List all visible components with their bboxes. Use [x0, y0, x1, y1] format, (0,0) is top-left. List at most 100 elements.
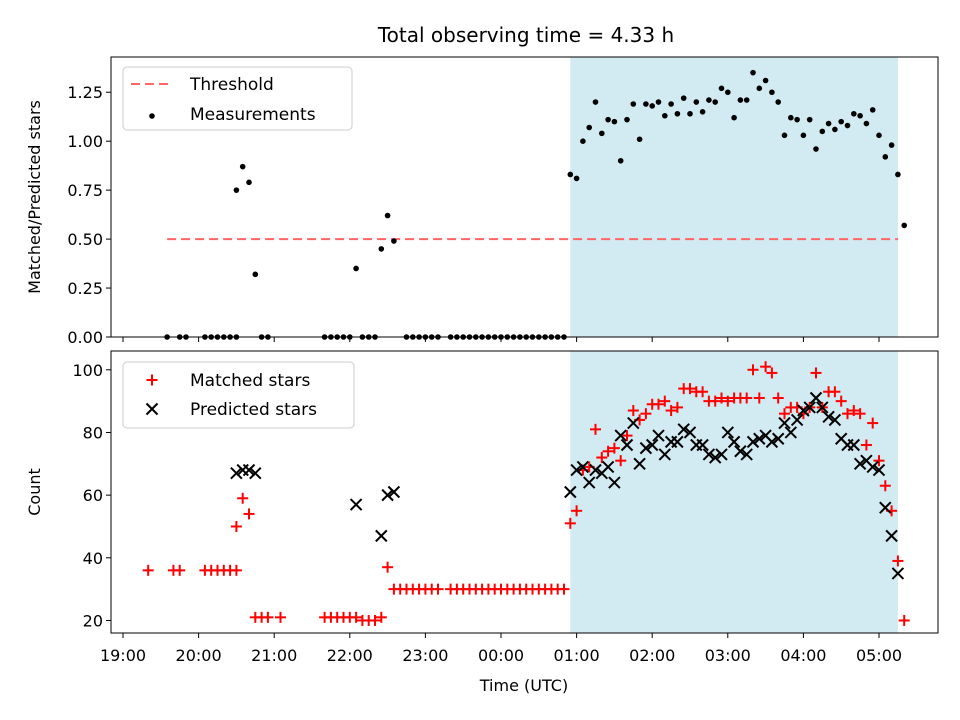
measurement-point [725, 89, 731, 96]
matched-star-point [879, 480, 891, 492]
measurement-point [806, 116, 813, 123]
x-d2 [797, 404, 810, 417]
x-d2 [576, 460, 590, 474]
predicted-star-point [778, 416, 791, 430]
x-d2 [885, 529, 898, 543]
measurement-point [869, 107, 876, 113]
measurement-point [567, 171, 574, 178]
matched-star-point [375, 611, 387, 623]
matched-star-point [350, 611, 362, 623]
measurement-point [378, 246, 385, 252]
x-d2 [828, 413, 842, 427]
matched-star-point [835, 395, 847, 407]
predicted-star-point [853, 457, 867, 471]
measurement-point [655, 99, 662, 105]
x-d2 [601, 460, 615, 474]
predicted-star-point [734, 445, 747, 458]
x-d2 [702, 448, 716, 461]
predicted-star-point [866, 460, 879, 474]
matched-star-point [653, 398, 664, 410]
predicted-star-point [230, 466, 243, 480]
measurement-point [895, 171, 901, 178]
legend-predicted-label: Predicted stars [190, 400, 317, 420]
measurement-point [712, 99, 718, 105]
matched-star-point [275, 611, 286, 623]
legend-box [122, 361, 355, 429]
y-tick-label: 0.00 [67, 328, 103, 347]
predicted-star-point [828, 413, 842, 427]
y-tick-label: 1.25 [67, 83, 103, 102]
measurement-point [794, 116, 800, 123]
x-d2 [759, 429, 772, 442]
measurement-point [687, 110, 693, 117]
matched-star-point [766, 367, 778, 379]
matched-star-point [860, 439, 872, 451]
predicted-star-point [249, 466, 262, 480]
predicted-star-point [885, 529, 898, 543]
predicted-star-point [765, 435, 779, 449]
y-axis-label: Matched/Predicted stars [25, 100, 44, 294]
x-d2 [652, 429, 665, 442]
x-tick-label: 02:00 [629, 646, 675, 665]
x-tick-label: 00:00 [478, 646, 524, 665]
x-d2 [387, 485, 401, 499]
measurement-point [756, 85, 763, 92]
x-d2 [771, 432, 785, 445]
measurement-point [832, 126, 838, 133]
x-d2 [633, 457, 646, 471]
predicted-star-point [381, 488, 394, 502]
matched-star-point [671, 401, 683, 413]
measurement-point [775, 99, 781, 105]
measurement-point [636, 136, 643, 143]
predicted-star-point [753, 432, 766, 445]
predicted-star-point [576, 460, 590, 474]
matched-star-point [564, 517, 576, 529]
matched-star-point [608, 442, 620, 454]
matched-star-point [867, 417, 879, 429]
matched-star-point [590, 423, 601, 435]
measurement-point [668, 101, 674, 107]
matched-star-point [615, 455, 627, 467]
legend: Matched stars Predicted stars [122, 361, 355, 429]
matched-star-point [760, 361, 772, 373]
predicted-star-point [614, 429, 627, 442]
matched-star-point [810, 367, 822, 379]
matched-star-point [665, 405, 677, 417]
x-d2 [671, 435, 684, 449]
measurement-point [750, 69, 756, 76]
x-tick-label: 05:00 [856, 646, 902, 665]
x-tick-label: 19:00 [100, 646, 146, 665]
predicted-star-point [633, 457, 646, 471]
measurement-point [611, 118, 618, 125]
matched-star-point [142, 564, 154, 576]
matched-star-point [842, 408, 853, 420]
predicted-star-point [721, 426, 735, 439]
matched-star-point [262, 611, 274, 623]
matched-star-point [596, 452, 608, 464]
y-tick-label: 1.00 [67, 132, 103, 151]
measurement-point [662, 112, 668, 119]
x-d2 [816, 401, 829, 414]
x-d2 [809, 391, 823, 405]
predicted-star-point [242, 463, 256, 477]
y-tick-label: 100 [72, 361, 103, 380]
x-tick-label: 20:00 [176, 646, 222, 665]
x-d2 [708, 451, 722, 464]
x-d2 [834, 432, 848, 445]
ratio-panel: 0.00 0.25 0.50 0.75 1.00 1.25 Matched/Predicte… [25, 56, 939, 347]
x-tick-label: 01:00 [554, 646, 600, 665]
measurement-point [876, 132, 882, 139]
predicted-star-point [582, 476, 596, 489]
predicted-star-point [677, 423, 690, 436]
measurement-point [586, 124, 592, 131]
matched-star-point [892, 555, 904, 567]
measurement-point [819, 128, 826, 135]
x-tick-label: 22:00 [327, 646, 373, 665]
axes-frame [110, 350, 939, 634]
measurement-point [605, 116, 611, 123]
predicted-star-point [727, 435, 741, 449]
x-d2 [721, 426, 735, 439]
legend: Threshold Measurements [122, 66, 353, 131]
predicted-star-point [608, 476, 621, 489]
x-d2 [715, 448, 728, 461]
